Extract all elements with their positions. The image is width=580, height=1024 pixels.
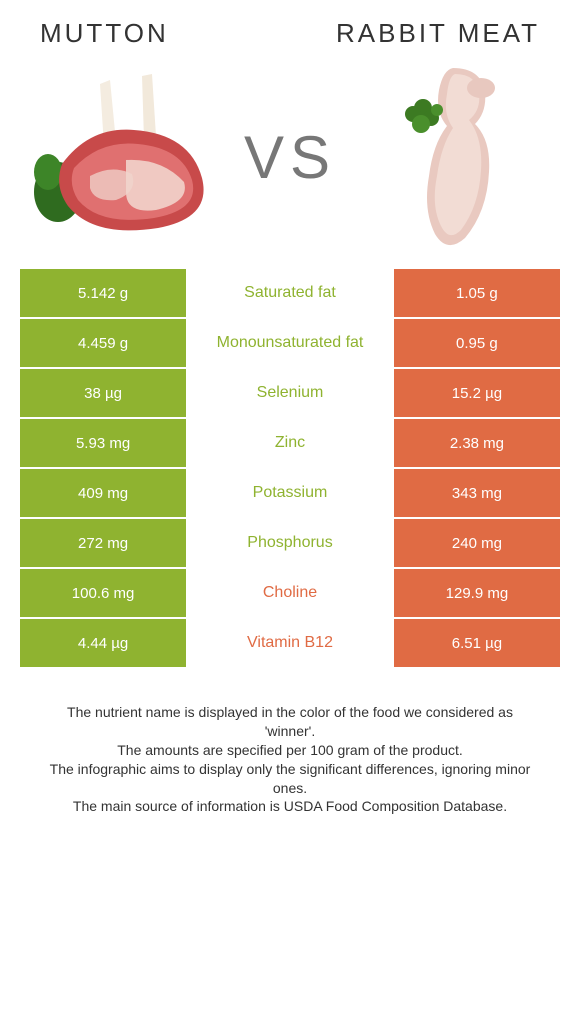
nutrient-name: Zinc xyxy=(186,419,394,469)
nutrient-name: Choline xyxy=(186,569,394,619)
nutrient-table: 5.142 gSaturated fat1.05 g4.459 gMonouns… xyxy=(20,269,560,669)
footnote-line: The nutrient name is displayed in the co… xyxy=(40,703,540,741)
right-title: RABBIT MEAT xyxy=(336,18,540,49)
table-row: 38 µgSelenium15.2 µg xyxy=(20,369,560,419)
nutrient-name: Monounsaturated fat xyxy=(186,319,394,369)
title-row: MUTTON RABBIT MEAT xyxy=(20,18,560,57)
table-row: 4.44 µgVitamin B126.51 µg xyxy=(20,619,560,669)
left-value: 38 µg xyxy=(20,369,186,419)
table-row: 272 mgPhosphorus240 mg xyxy=(20,519,560,569)
right-value: 15.2 µg xyxy=(394,369,560,419)
rabbit-meat-icon xyxy=(395,62,515,252)
left-value: 272 mg xyxy=(20,519,186,569)
nutrient-name: Saturated fat xyxy=(186,269,394,319)
rabbit-image xyxy=(360,67,550,247)
right-value: 6.51 µg xyxy=(394,619,560,669)
footnote-line: The infographic aims to display only the… xyxy=(40,760,540,798)
nutrient-name: Selenium xyxy=(186,369,394,419)
left-value: 4.44 µg xyxy=(20,619,186,669)
table-row: 100.6 mgCholine129.9 mg xyxy=(20,569,560,619)
left-value: 100.6 mg xyxy=(20,569,186,619)
left-value: 4.459 g xyxy=(20,319,186,369)
left-title: MUTTON xyxy=(40,18,169,49)
right-value: 129.9 mg xyxy=(394,569,560,619)
right-value: 0.95 g xyxy=(394,319,560,369)
vs-label: VS xyxy=(244,123,336,192)
right-value: 343 mg xyxy=(394,469,560,519)
table-row: 5.142 gSaturated fat1.05 g xyxy=(20,269,560,319)
nutrient-name: Vitamin B12 xyxy=(186,619,394,669)
right-value: 240 mg xyxy=(394,519,560,569)
mutton-image xyxy=(30,67,220,247)
right-value: 1.05 g xyxy=(394,269,560,319)
footnote-line: The main source of information is USDA F… xyxy=(40,797,540,816)
left-value: 5.93 mg xyxy=(20,419,186,469)
nutrient-name: Potassium xyxy=(186,469,394,519)
infographic-root: MUTTON RABBIT MEAT VS xyxy=(0,0,580,816)
mutton-chops-icon xyxy=(30,72,220,242)
footnote-line: The amounts are specified per 100 gram o… xyxy=(40,741,540,760)
table-row: 5.93 mgZinc2.38 mg xyxy=(20,419,560,469)
image-row: VS xyxy=(20,57,560,269)
footnote: The nutrient name is displayed in the co… xyxy=(20,669,560,816)
nutrient-name: Phosphorus xyxy=(186,519,394,569)
left-value: 409 mg xyxy=(20,469,186,519)
right-value: 2.38 mg xyxy=(394,419,560,469)
table-row: 409 mgPotassium343 mg xyxy=(20,469,560,519)
left-value: 5.142 g xyxy=(20,269,186,319)
table-row: 4.459 gMonounsaturated fat0.95 g xyxy=(20,319,560,369)
